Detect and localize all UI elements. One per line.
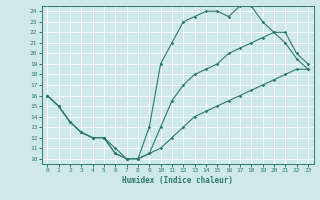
X-axis label: Humidex (Indice chaleur): Humidex (Indice chaleur) xyxy=(122,176,233,185)
